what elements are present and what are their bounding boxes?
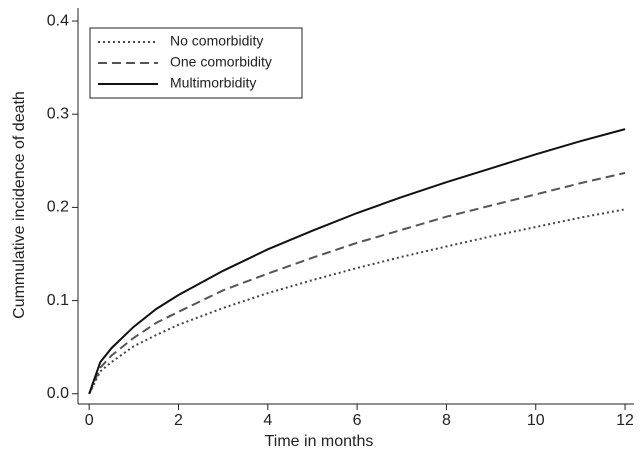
legend-box: [89, 27, 303, 99]
x-tick-label: 4: [263, 412, 272, 429]
y-tick-label: 0.0: [47, 385, 69, 402]
line-series: [88, 171, 626, 395]
legend-label: One comorbidity: [170, 54, 272, 70]
y-tick-label: 0.2: [47, 199, 69, 216]
x-tick-label: 8: [442, 412, 451, 429]
x-tick-label: 2: [174, 412, 183, 429]
legend-label: Multimorbidity: [170, 75, 256, 91]
legend-label: No comorbidity: [170, 33, 263, 49]
line-series: [88, 128, 626, 395]
y-tick-label: 0.4: [47, 12, 69, 29]
x-tick-label: 0: [85, 412, 94, 429]
y-axis-label: Cummulative incidence of death: [11, 91, 28, 319]
y-tick-label: 0.1: [47, 292, 69, 309]
x-axis-label: Time in months: [265, 433, 374, 450]
x-tick-label: 10: [527, 412, 545, 429]
y-tick-label: 0.3: [47, 105, 69, 122]
x-tick-label: 6: [353, 412, 362, 429]
x-tick-label: 12: [616, 412, 634, 429]
